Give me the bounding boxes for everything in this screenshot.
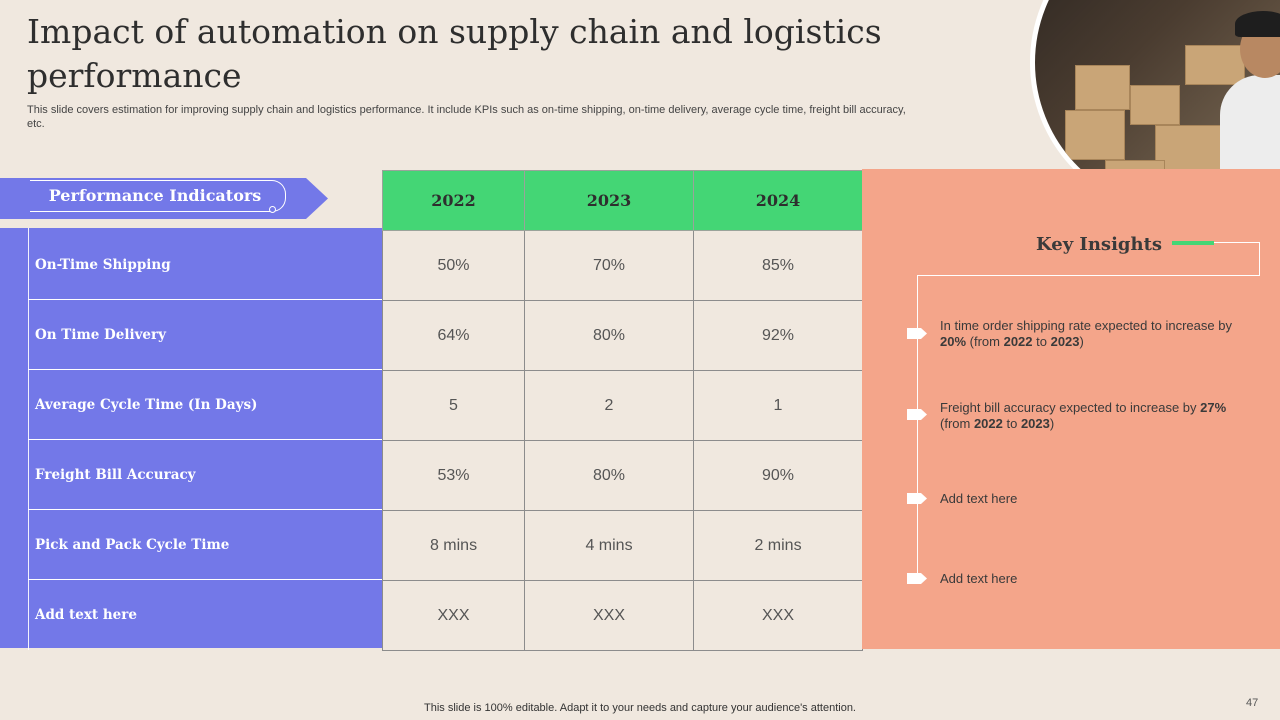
table-cell: 4 mins xyxy=(524,510,694,581)
table-cell: 64% xyxy=(382,300,525,371)
year-header: 2022 xyxy=(382,170,525,231)
indicator-panel xyxy=(0,228,382,648)
table-cell: 70% xyxy=(524,230,694,301)
indicator-label: On Time Delivery xyxy=(35,327,166,343)
table-cell: XXX xyxy=(382,580,525,651)
table-cell: 1 xyxy=(693,370,863,441)
connector-line xyxy=(1214,242,1260,243)
indicator-label: On-Time Shipping xyxy=(35,257,171,273)
row-divider xyxy=(28,299,382,300)
table-row: 8 mins 4 mins 2 mins xyxy=(382,510,863,581)
banner-dot xyxy=(269,206,276,213)
warehouse-worker-photo xyxy=(1030,0,1280,215)
arrow-marker-icon xyxy=(907,409,927,420)
row-divider xyxy=(28,369,382,370)
kpi-table: 2022 2023 2024 50% 70% 85% 64% 80% 92% 5… xyxy=(382,170,863,651)
row-divider xyxy=(28,439,382,440)
row-divider xyxy=(28,509,382,510)
table-cell: XXX xyxy=(524,580,694,651)
table-cell: 53% xyxy=(382,440,525,511)
timeline-line xyxy=(917,275,918,580)
table-cell: 50% xyxy=(382,230,525,301)
banner-outline xyxy=(30,180,286,212)
table-cell: 90% xyxy=(693,440,863,511)
insight-item: In time order shipping rate expected to … xyxy=(940,318,1232,349)
connector-line xyxy=(917,275,1260,276)
row-divider xyxy=(28,579,382,580)
table-cell: 85% xyxy=(693,230,863,301)
connector-line xyxy=(1259,242,1260,276)
key-insights-panel xyxy=(862,169,1280,649)
table-row: 5 2 1 xyxy=(382,370,863,441)
indicator-label: Add text here xyxy=(35,607,137,623)
year-header: 2023 xyxy=(524,170,694,231)
year-header-row: 2022 2023 2024 xyxy=(382,170,863,231)
accent-bar xyxy=(1172,241,1214,245)
year-header: 2024 xyxy=(693,170,863,231)
table-cell: 5 xyxy=(382,370,525,441)
table-row: XXX XXX XXX xyxy=(382,580,863,651)
table-cell: 92% xyxy=(693,300,863,371)
insight-placeholder: Add text here xyxy=(940,491,1018,506)
table-row: 50% 70% 85% xyxy=(382,230,863,301)
insight-item: Freight bill accuracy expected to increa… xyxy=(940,400,1227,431)
arrow-marker-icon xyxy=(907,573,927,584)
table-cell: 8 mins xyxy=(382,510,525,581)
key-insights-title: Key Insights xyxy=(1036,234,1163,255)
indicator-label: Average Cycle Time (In Days) xyxy=(35,397,258,413)
arrow-marker-icon xyxy=(907,328,927,339)
slide-title: Impact of automation on supply chain and… xyxy=(27,12,882,95)
indicator-label: Freight Bill Accuracy xyxy=(35,467,196,483)
performance-indicators-label: Performance Indicators xyxy=(48,186,262,205)
slide-footer: This slide is 100% editable. Adapt it to… xyxy=(424,702,856,714)
page-number: 47 xyxy=(1246,697,1259,709)
insight-placeholder: Add text here xyxy=(940,571,1018,586)
table-row: 64% 80% 92% xyxy=(382,300,863,371)
table-cell: 2 mins xyxy=(693,510,863,581)
indicator-label: Pick and Pack Cycle Time xyxy=(35,537,230,553)
table-cell: XXX xyxy=(693,580,863,651)
table-row: 53% 80% 90% xyxy=(382,440,863,511)
table-cell: 80% xyxy=(524,300,694,371)
table-cell: 80% xyxy=(524,440,694,511)
arrow-marker-icon xyxy=(907,493,927,504)
table-cell: 2 xyxy=(524,370,694,441)
slide-subtitle: This slide covers estimation for improvi… xyxy=(27,104,906,130)
